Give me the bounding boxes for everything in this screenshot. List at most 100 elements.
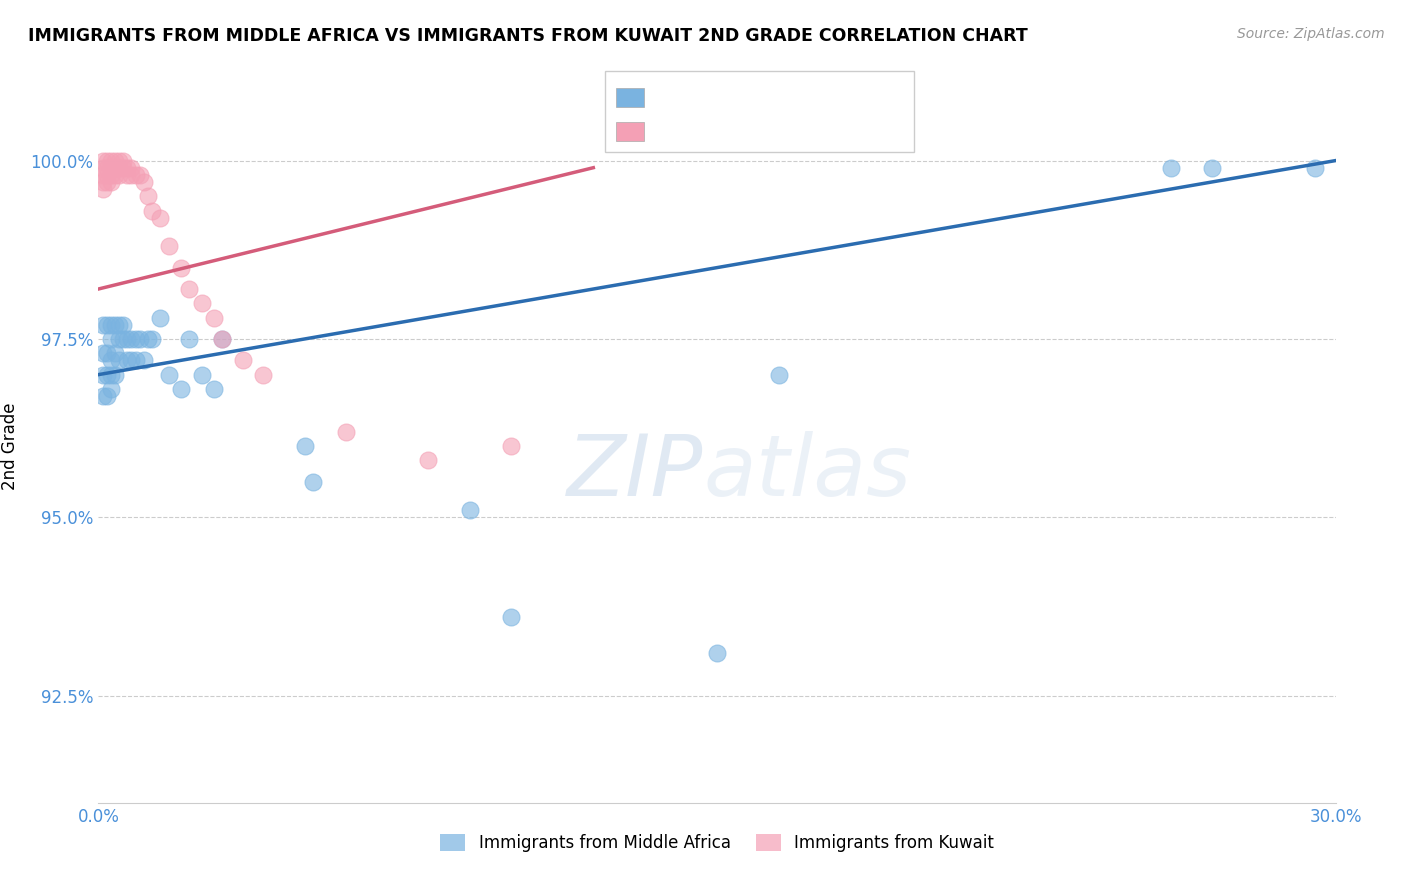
Point	[294, 439, 316, 453]
Point	[252, 368, 274, 382]
Point	[120, 161, 142, 175]
Point	[302, 475, 325, 489]
Point	[157, 368, 180, 382]
Point	[108, 153, 131, 168]
Point	[96, 175, 118, 189]
Point	[91, 168, 114, 182]
Point	[499, 439, 522, 453]
Point	[104, 368, 127, 382]
Point	[179, 282, 201, 296]
Point	[706, 646, 728, 660]
Point	[104, 153, 127, 168]
Point	[211, 332, 233, 346]
Point	[124, 332, 146, 346]
Point	[96, 318, 118, 332]
Point	[112, 332, 135, 346]
Point	[179, 332, 201, 346]
Point	[96, 389, 118, 403]
Text: Source: ZipAtlas.com: Source: ZipAtlas.com	[1237, 27, 1385, 41]
Point	[458, 503, 481, 517]
Point	[104, 346, 127, 360]
Point	[335, 425, 357, 439]
Point	[96, 346, 118, 360]
Point	[100, 332, 122, 346]
Point	[136, 332, 159, 346]
Text: 42: 42	[800, 117, 827, 136]
Text: N =: N =	[758, 83, 814, 103]
Point	[211, 332, 233, 346]
Text: N =: N =	[758, 117, 814, 136]
Point	[120, 168, 142, 182]
Point	[190, 296, 212, 310]
Point	[96, 153, 118, 168]
Point	[141, 203, 163, 218]
Point	[170, 260, 193, 275]
Point	[100, 353, 122, 368]
Point	[124, 353, 146, 368]
Y-axis label: 2nd Grade: 2nd Grade	[1, 402, 20, 490]
Point	[232, 353, 254, 368]
Point	[1303, 161, 1326, 175]
Point	[91, 389, 114, 403]
Point	[149, 310, 172, 325]
Point	[768, 368, 790, 382]
Point	[157, 239, 180, 253]
Point	[104, 318, 127, 332]
Point	[91, 182, 114, 196]
Point	[100, 368, 122, 382]
Point	[117, 168, 139, 182]
Point	[418, 453, 440, 467]
Point	[117, 353, 139, 368]
Text: 47: 47	[800, 83, 827, 103]
Point	[128, 332, 150, 346]
Point	[108, 353, 131, 368]
Point	[104, 161, 127, 175]
Point	[117, 332, 139, 346]
Point	[108, 332, 131, 346]
Point	[91, 153, 114, 168]
Point	[1201, 161, 1223, 175]
Point	[132, 353, 155, 368]
Point	[96, 161, 118, 175]
Text: atlas: atlas	[703, 431, 911, 515]
Point	[108, 161, 131, 175]
Point	[112, 318, 135, 332]
Text: R =: R =	[655, 83, 697, 103]
Point	[117, 161, 139, 175]
Point	[128, 168, 150, 182]
Point	[499, 610, 522, 624]
Text: ZIP: ZIP	[567, 431, 703, 515]
Point	[170, 382, 193, 396]
Point	[91, 318, 114, 332]
Point	[104, 168, 127, 182]
Point	[112, 161, 135, 175]
Point	[112, 153, 135, 168]
Point	[100, 318, 122, 332]
Point	[190, 368, 212, 382]
Text: R =: R =	[655, 117, 697, 136]
Point	[120, 353, 142, 368]
Point	[91, 368, 114, 382]
Point	[100, 168, 122, 182]
Point	[100, 382, 122, 396]
Text: IMMIGRANTS FROM MIDDLE AFRICA VS IMMIGRANTS FROM KUWAIT 2ND GRADE CORRELATION CH: IMMIGRANTS FROM MIDDLE AFRICA VS IMMIGRA…	[28, 27, 1028, 45]
Point	[202, 310, 225, 325]
Point	[100, 175, 122, 189]
Point	[132, 175, 155, 189]
Text: 0.389: 0.389	[695, 117, 756, 136]
Point	[96, 168, 118, 182]
Point	[108, 318, 131, 332]
Point	[202, 382, 225, 396]
Point	[91, 175, 114, 189]
Point	[100, 161, 122, 175]
Point	[108, 168, 131, 182]
Point	[120, 332, 142, 346]
Text: 0.318: 0.318	[695, 83, 756, 103]
Point	[100, 153, 122, 168]
Point	[124, 168, 146, 182]
Point	[96, 368, 118, 382]
Point	[1160, 161, 1182, 175]
Point	[136, 189, 159, 203]
Point	[149, 211, 172, 225]
Point	[91, 346, 114, 360]
